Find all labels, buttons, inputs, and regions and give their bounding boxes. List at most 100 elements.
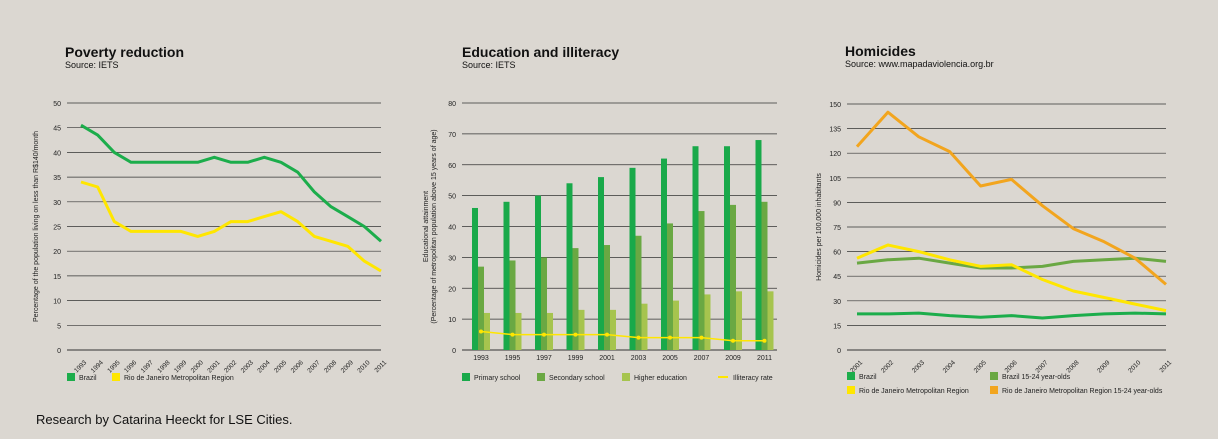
x-tick-label: 2009 <box>725 355 741 362</box>
y-tick-label: 150 <box>829 102 841 109</box>
education-bar-chart: 0 10 20 30 40 50 60 70 80 Educational attainment(… <box>423 101 777 382</box>
homicides-line-chart: 0 15 30 45 60 75 90 105 120 135 150 Homicides per 1… <box>816 102 1174 395</box>
x-tick-label: 1997 <box>536 355 552 362</box>
x-tick-label: 2004 <box>256 359 271 374</box>
x-tick-label: 2004 <box>942 359 957 374</box>
bar <box>610 309 616 350</box>
y-tick-label: 105 <box>829 176 841 183</box>
bar <box>673 300 679 350</box>
bar <box>566 183 573 350</box>
illiteracy-point <box>605 332 609 337</box>
bar <box>547 312 553 350</box>
bar <box>698 211 705 350</box>
bar <box>724 146 730 350</box>
legend-label: Rio de Janeiro Metropolitan Region 15-24… <box>1002 388 1163 395</box>
y-tick-label: 30 <box>53 200 61 207</box>
x-tick-label: 1996 <box>123 359 138 374</box>
bar <box>661 158 667 350</box>
series-line <box>855 110 1167 286</box>
bar <box>572 248 579 350</box>
x-tick-label: 2001 <box>206 359 221 374</box>
bar <box>767 291 774 350</box>
y-tick-label: 75 <box>833 225 841 232</box>
bar <box>604 245 610 350</box>
x-tick-label: 1993 <box>73 359 88 374</box>
bar <box>515 312 522 350</box>
illiteracy-point <box>479 329 483 334</box>
chart-title: Homicides <box>845 43 916 59</box>
bar <box>598 177 604 350</box>
series-line <box>856 256 1167 270</box>
x-tick-label: 1994 <box>90 359 105 374</box>
y-axis-label: Educational attainment <box>423 191 430 262</box>
x-tick-label: 2000 <box>190 359 205 374</box>
illiteracy-point <box>510 332 515 337</box>
x-tick-label: 2002 <box>223 359 238 374</box>
y-tick-label: 30 <box>833 299 841 306</box>
bar <box>692 146 699 350</box>
y-tick-label: 15 <box>833 323 841 330</box>
bar <box>761 201 768 350</box>
legend-swatch <box>462 373 470 381</box>
y-tick-label: 0 <box>57 348 61 355</box>
y-tick-label: 20 <box>448 286 456 293</box>
legend-label: Brazil <box>859 374 877 381</box>
x-tick-label: 2009 <box>1096 359 1111 374</box>
x-tick-label: 1995 <box>505 355 521 362</box>
series-line <box>857 311 1167 320</box>
x-tick-label: 2005 <box>662 355 678 362</box>
x-tick-label: 2003 <box>911 359 926 374</box>
bar <box>503 201 510 350</box>
bar <box>667 223 673 350</box>
legend-label: Brazil 15-24 year-olds <box>1002 374 1071 381</box>
x-tick-label: 2011 <box>757 355 772 362</box>
legend-label: Primary school <box>474 375 521 382</box>
legend-swatch <box>847 386 855 394</box>
x-tick-label: 2005 <box>973 359 988 374</box>
y-tick-label: 0 <box>837 348 841 355</box>
legend-swatch <box>990 372 998 380</box>
bar <box>755 140 762 350</box>
y-tick-label: 35 <box>53 175 61 182</box>
legend-swatch <box>67 373 75 381</box>
y-tick-label: 60 <box>448 163 456 170</box>
education-chart-panel: Education and illiteracy Source: IETS 0 1… <box>400 0 800 400</box>
x-tick-label: 1993 <box>473 355 489 362</box>
x-tick-label: 2002 <box>880 359 895 374</box>
y-axis-label-line2: (Percentage of metropolitan population a… <box>431 129 438 323</box>
illiteracy-point <box>636 335 641 340</box>
y-tick-label: 25 <box>53 225 61 232</box>
x-tick-label: 2006 <box>290 359 305 374</box>
x-tick-label: 2008 <box>1065 359 1080 374</box>
y-tick-label: 5 <box>57 323 61 330</box>
illiteracy-point <box>573 332 578 337</box>
series-line <box>80 123 382 243</box>
series-line <box>80 180 382 273</box>
x-tick-label: 2001 <box>599 355 615 362</box>
x-tick-label: 2011 <box>1158 359 1173 374</box>
illiteracy-point <box>699 335 704 340</box>
illiteracy-line <box>480 330 765 342</box>
x-tick-label: 1997 <box>140 359 155 374</box>
bar <box>478 266 484 350</box>
chart-source: Source: IETS <box>462 60 516 70</box>
y-tick-label: 10 <box>448 317 456 324</box>
x-tick-label: 2009 <box>340 359 355 374</box>
x-tick-label: 2007 <box>306 359 321 374</box>
y-tick-label: 70 <box>448 132 456 139</box>
y-tick-label: 15 <box>53 274 61 281</box>
y-tick-label: 40 <box>448 225 456 232</box>
poverty-chart-panel: Poverty reduction Source: IETS 0 5 10 15 20 2… <box>0 0 400 400</box>
bar <box>641 303 648 350</box>
legend-swatch <box>112 373 120 381</box>
y-tick-label: 10 <box>53 299 61 306</box>
x-tick-label: 2010 <box>356 359 371 374</box>
y-tick-label: 0 <box>452 348 456 355</box>
legend-swatch <box>990 386 998 394</box>
bar <box>629 167 636 350</box>
y-axis-label: Homicides per 100,000 inhabitants <box>816 173 823 281</box>
x-tick-label: 1998 <box>156 359 171 374</box>
y-axis-label: Percentage of the population living on l… <box>33 131 40 322</box>
x-tick-label: 1999 <box>568 355 584 362</box>
x-tick-label: 2007 <box>694 355 710 362</box>
